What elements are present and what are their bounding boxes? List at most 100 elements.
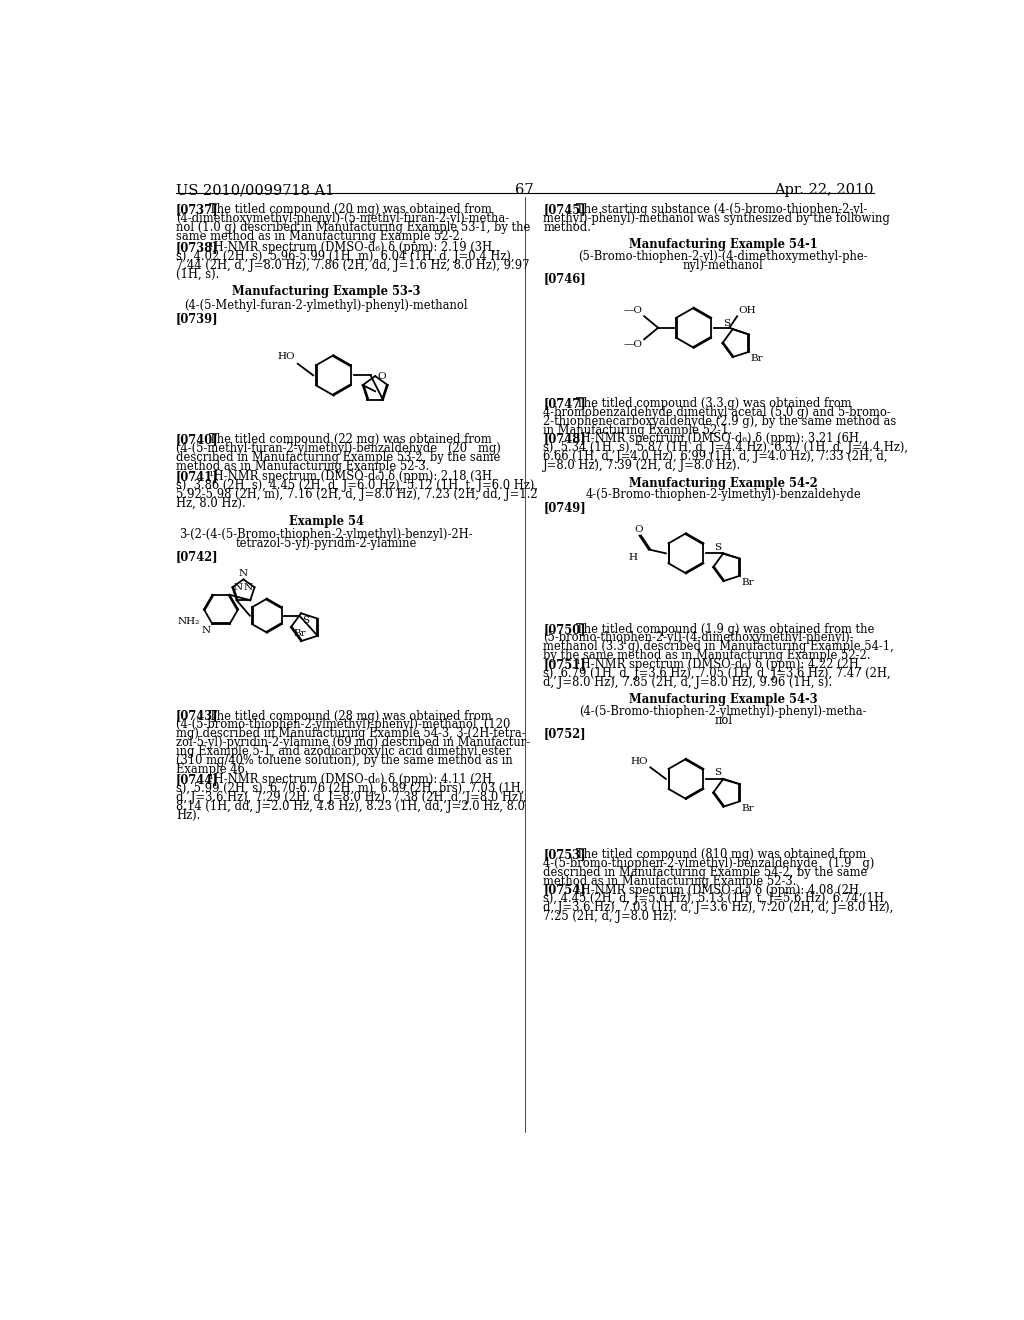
Text: N: N <box>201 626 210 635</box>
Text: methanol (3.3 g) described in Manufacturing Example 54-1,: methanol (3.3 g) described in Manufactur… <box>544 640 894 653</box>
Text: method.: method. <box>544 220 592 234</box>
Text: [0746]: [0746] <box>544 272 586 285</box>
Text: tetrazol-5-yl)-pyridin-2-ylamine: tetrazol-5-yl)-pyridin-2-ylamine <box>236 537 417 549</box>
Text: 7.25 (2H, d, J=8.0 Hz).: 7.25 (2H, d, J=8.0 Hz). <box>544 911 678 923</box>
Text: [0754]: [0754] <box>544 883 586 896</box>
Text: The starting substance (4-(5-bromo-thiophen-2-yl-: The starting substance (4-(5-bromo-thiop… <box>575 203 867 216</box>
Text: Manufacturing Example 54-1: Manufacturing Example 54-1 <box>629 239 817 252</box>
Text: s), 4.45 (2H, d, J=5.6 Hz), 5.13 (1H, t, J=5.6 Hz), 6.74 (1H,: s), 4.45 (2H, d, J=5.6 Hz), 5.13 (1H, t,… <box>544 892 888 906</box>
Text: 2-thiophenecarboxyaldehyde (2.9 g), by the same method as: 2-thiophenecarboxyaldehyde (2.9 g), by t… <box>544 414 897 428</box>
Text: The titled compound (3.3 g) was obtained from: The titled compound (3.3 g) was obtained… <box>575 397 852 411</box>
Text: [0749]: [0749] <box>544 502 586 515</box>
Text: (4-(5-Bromo-thiophen-2-ylmethyl)-phenyl)-metha-: (4-(5-Bromo-thiophen-2-ylmethyl)-phenyl)… <box>580 705 867 718</box>
Text: The titled compound (28 mg) was obtained from: The titled compound (28 mg) was obtained… <box>209 710 492 722</box>
Text: [0738]: [0738] <box>176 242 219 255</box>
Text: The titled compound (1.9 g) was obtained from the: The titled compound (1.9 g) was obtained… <box>575 623 874 636</box>
Text: 3-(2-(4-(5-Bromo-thiophen-2-ylmethyl)-benzyl)-2H-: 3-(2-(4-(5-Bromo-thiophen-2-ylmethyl)-be… <box>179 528 473 541</box>
Text: [0747]: [0747] <box>544 397 586 411</box>
Text: N: N <box>233 583 243 591</box>
Text: The titled compound (20 mg) was obtained from: The titled compound (20 mg) was obtained… <box>209 203 492 216</box>
Text: NH₂: NH₂ <box>178 618 200 626</box>
Text: HO: HO <box>631 756 648 766</box>
Text: [0745]: [0745] <box>544 203 586 216</box>
Text: [0744]: [0744] <box>176 774 219 787</box>
Text: ¹H-NMR spectrum (DMSO-d₆) δ (ppm): 2.19 (3H,: ¹H-NMR spectrum (DMSO-d₆) δ (ppm): 2.19 … <box>209 242 496 255</box>
Text: Br: Br <box>741 578 754 587</box>
Text: S: S <box>723 318 730 327</box>
Text: H: H <box>628 553 637 562</box>
Text: same method as in Manufacturing Example 52-2.: same method as in Manufacturing Example … <box>176 230 464 243</box>
Text: ¹H-NMR spectrum (DMSO-d₆) δ (ppm): 4.11 (2H,: ¹H-NMR spectrum (DMSO-d₆) δ (ppm): 4.11 … <box>209 774 496 787</box>
Text: S: S <box>303 615 309 624</box>
Text: (5-Bromo-thiophen-2-yl)-(4-dimethoxymethyl-phe-: (5-Bromo-thiophen-2-yl)-(4-dimethoxymeth… <box>579 249 868 263</box>
Text: (4-(5-Methyl-furan-2-ylmethyl)-phenyl)-methanol: (4-(5-Methyl-furan-2-ylmethyl)-phenyl)-m… <box>184 298 468 312</box>
Text: 4-bromobenzaldehyde dimethyl acetal (5.0 g) and 5-bromo-: 4-bromobenzaldehyde dimethyl acetal (5.0… <box>544 407 891 418</box>
Text: —O: —O <box>624 306 643 315</box>
Text: S: S <box>715 768 722 777</box>
Text: (4-(5-methyl-furan-2-ylmethyl)-benzaldehyde   (20   mg): (4-(5-methyl-furan-2-ylmethyl)-benzaldeh… <box>176 442 501 455</box>
Text: 7.44 (2H, d, J=8.0 Hz), 7.86 (2H, dd, J=1.6 Hz, 8.0 Hz), 9.97: 7.44 (2H, d, J=8.0 Hz), 7.86 (2H, dd, J=… <box>176 259 529 272</box>
Text: The titled compound (810 mg) was obtained from: The titled compound (810 mg) was obtaine… <box>575 849 866 861</box>
Text: (4-(5-bromo-thiophen-2-ylmethyl)-phenyl)-methanol  (120: (4-(5-bromo-thiophen-2-ylmethyl)-phenyl)… <box>176 718 510 731</box>
Text: ¹H-NMR spectrum (DMSO-d₆) δ (ppm): 4.22 (2H,: ¹H-NMR spectrum (DMSO-d₆) δ (ppm): 4.22 … <box>575 659 862 671</box>
Text: s), 5.99 (2H, s), 6.70-6.76 (2H, m), 6.89 (2H, brs), 7.03 (1H,: s), 5.99 (2H, s), 6.70-6.76 (2H, m), 6.8… <box>176 783 524 795</box>
Text: by the same method as in Manufacturing Example 52-2.: by the same method as in Manufacturing E… <box>544 649 870 663</box>
Text: described in Manufacturing Example 54-2, by the same: described in Manufacturing Example 54-2,… <box>544 866 867 879</box>
Text: [0748]: [0748] <box>544 433 586 445</box>
Text: mg) described in Manufacturing Example 54-3, 3-(2H-tetra-: mg) described in Manufacturing Example 5… <box>176 727 525 741</box>
Text: [0741]: [0741] <box>176 470 219 483</box>
Text: Manufacturing Example 54-3: Manufacturing Example 54-3 <box>629 693 817 706</box>
Text: (5-bromo-thiophen-2-yl)-(4-dimethoxymethyl-phenyl)-: (5-bromo-thiophen-2-yl)-(4-dimethoxymeth… <box>544 631 854 644</box>
Text: [0742]: [0742] <box>176 550 219 562</box>
Text: [0750]: [0750] <box>544 623 586 636</box>
Text: s), 3.86 (2H, s), 4.45 (2H, d, J=6.0 Hz), 5.12 (1H, t, J=6.0 Hz),: s), 3.86 (2H, s), 4.45 (2H, d, J=6.0 Hz)… <box>176 479 538 492</box>
Text: Apr. 22, 2010: Apr. 22, 2010 <box>774 183 873 197</box>
Text: Manufacturing Example 54-2: Manufacturing Example 54-2 <box>629 477 817 490</box>
Text: O: O <box>378 371 386 380</box>
Text: N: N <box>244 583 253 591</box>
Text: Br: Br <box>751 354 763 363</box>
Text: —O: —O <box>624 341 643 348</box>
Text: zol-5-yl)-pyridin-2-ylamine (69 mg) described in Manufactur-: zol-5-yl)-pyridin-2-ylamine (69 mg) desc… <box>176 737 530 748</box>
Text: 5.92-5.98 (2H, m), 7.16 (2H, d, J=8.0 Hz), 7.23 (2H, dd, J=1.2: 5.92-5.98 (2H, m), 7.16 (2H, d, J=8.0 Hz… <box>176 488 538 502</box>
Text: HO: HO <box>278 352 295 362</box>
Text: d, J=8.0 Hz), 7.85 (2H, d, J=8.0 Hz), 9.96 (1H, s).: d, J=8.0 Hz), 7.85 (2H, d, J=8.0 Hz), 9.… <box>544 676 833 689</box>
Text: Manufacturing Example 53-3: Manufacturing Example 53-3 <box>232 285 421 298</box>
Text: 67: 67 <box>515 183 535 197</box>
Text: [0740]: [0740] <box>176 433 219 446</box>
Text: Br: Br <box>293 628 306 638</box>
Text: US 2010/0099718 A1: US 2010/0099718 A1 <box>176 183 335 197</box>
Text: [0753]: [0753] <box>544 849 586 861</box>
Text: methyl)-phenyl)-methanol was synthesized by the following: methyl)-phenyl)-methanol was synthesized… <box>544 213 890 224</box>
Text: in Manufacturing Example 52-1.: in Manufacturing Example 52-1. <box>544 424 732 437</box>
Text: Hz, 8.0 Hz).: Hz, 8.0 Hz). <box>176 496 246 510</box>
Text: [0752]: [0752] <box>544 727 586 741</box>
Text: Br: Br <box>741 804 754 813</box>
Text: [0743]: [0743] <box>176 710 219 722</box>
Text: N: N <box>239 569 248 578</box>
Text: OH: OH <box>738 306 756 315</box>
Text: described in Manufacturing Example 53-2, by the same: described in Manufacturing Example 53-2,… <box>176 450 501 463</box>
Text: s), 6.79 (1H, d, J=3.6 Hz), 7.05 (1H, d, J=3.6 Hz), 7.47 (2H,: s), 6.79 (1H, d, J=3.6 Hz), 7.05 (1H, d,… <box>544 667 891 680</box>
Text: ing Example 5-1, and azodicarboxylic acid dimethyl ester: ing Example 5-1, and azodicarboxylic aci… <box>176 744 511 758</box>
Text: d, J=3.6 Hz), 7.29 (2H, d, J=8.0 Hz), 7.38 (2H, d, J=8.0 Hz),: d, J=3.6 Hz), 7.29 (2H, d, J=8.0 Hz), 7.… <box>176 791 526 804</box>
Text: ¹H-NMR spectrum (DMSO-d₆) δ (ppm): 3.21 (6H,: ¹H-NMR spectrum (DMSO-d₆) δ (ppm): 3.21 … <box>575 433 862 445</box>
Text: J=8.0 Hz), 7.39 (2H, d, J=8.0 Hz).: J=8.0 Hz), 7.39 (2H, d, J=8.0 Hz). <box>544 459 741 473</box>
Text: method as in Manufacturing Example 52-3.: method as in Manufacturing Example 52-3. <box>544 875 797 888</box>
Text: ¹H-NMR spectrum (DMSO-d₆) δ (ppm): 2.18 (3H,: ¹H-NMR spectrum (DMSO-d₆) δ (ppm): 2.18 … <box>209 470 496 483</box>
Text: s), 4.02 (2H, s), 5.96-5.99 (1H, m), 6.04 (1H, d, J=0.4 Hz),: s), 4.02 (2H, s), 5.96-5.99 (1H, m), 6.0… <box>176 249 514 263</box>
Text: S: S <box>715 543 722 552</box>
Text: [0751]: [0751] <box>544 659 586 671</box>
Text: (4-dimethoxymethyl-phenyl)-(5-methyl-furan-2-yl)-metha-: (4-dimethoxymethyl-phenyl)-(5-methyl-fur… <box>176 213 509 224</box>
Text: nol: nol <box>714 714 732 727</box>
Text: 8.14 (1H, dd, J=2.0 Hz, 4.8 Hz), 8.23 (1H, dd, J=2.0 Hz, 8.0: 8.14 (1H, dd, J=2.0 Hz, 4.8 Hz), 8.23 (1… <box>176 800 525 813</box>
Text: [0739]: [0739] <box>176 312 219 325</box>
Text: 6.66 (1H, d, J=4.0 Hz), 6.99 (1H, d, J=4.0 Hz), 7.33 (2H, d,: 6.66 (1H, d, J=4.0 Hz), 6.99 (1H, d, J=4… <box>544 450 888 463</box>
Text: method as in Manufacturing Example 52-3.: method as in Manufacturing Example 52-3. <box>176 459 429 473</box>
Text: The titled compound (22 mg) was obtained from: The titled compound (22 mg) was obtained… <box>209 433 492 446</box>
Text: nyl)-methanol: nyl)-methanol <box>683 259 764 272</box>
Text: [0737]: [0737] <box>176 203 219 216</box>
Text: 4-(5-Bromo-thiophen-2-ylmethyl)-benzaldehyde: 4-(5-Bromo-thiophen-2-ylmethyl)-benzalde… <box>586 488 861 502</box>
Text: Example 46.: Example 46. <box>176 763 249 776</box>
Text: O: O <box>635 525 643 535</box>
